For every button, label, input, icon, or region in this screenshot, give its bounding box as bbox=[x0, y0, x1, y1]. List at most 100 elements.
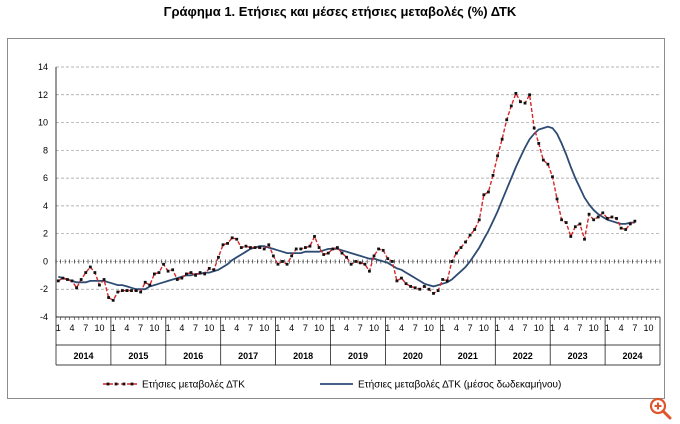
x-tick-label: 1 bbox=[330, 323, 335, 333]
data-point bbox=[70, 279, 74, 283]
data-point bbox=[505, 118, 509, 122]
data-point bbox=[285, 262, 289, 266]
x-tick-label: 10 bbox=[369, 323, 379, 333]
data-point bbox=[130, 289, 133, 293]
data-point bbox=[496, 154, 499, 158]
data-point bbox=[628, 222, 632, 226]
data-point bbox=[619, 226, 623, 230]
data-point bbox=[162, 262, 165, 266]
data-point bbox=[345, 255, 348, 259]
data-point bbox=[564, 221, 568, 224]
data-point bbox=[212, 268, 216, 272]
year-label: 2015 bbox=[128, 351, 148, 361]
data-point bbox=[244, 244, 248, 248]
x-tick-label: 10 bbox=[204, 323, 214, 333]
data-point bbox=[610, 215, 614, 219]
data-point bbox=[262, 247, 266, 251]
data-point bbox=[432, 291, 435, 295]
data-point bbox=[468, 233, 472, 237]
chart-frame: -4 -2 0 2 4 6 8 10 12 14 1 4 7 10 1 4 7 10 1 4 7 10 1 4 7 10 1 4 7 10… bbox=[7, 38, 665, 399]
legend-average-label: Ετήσιες μεταβολές ΔΤΚ (μέσος δωδεκαμήνου… bbox=[358, 379, 561, 391]
legend-marker bbox=[114, 382, 118, 386]
data-point bbox=[578, 222, 582, 226]
data-point bbox=[395, 279, 399, 283]
x-tick-label: 7 bbox=[303, 323, 308, 333]
data-point bbox=[120, 289, 124, 293]
data-point bbox=[349, 262, 353, 266]
x-tick-label: 7 bbox=[138, 323, 143, 333]
data-point bbox=[166, 269, 170, 273]
data-point bbox=[326, 251, 330, 255]
data-point bbox=[313, 235, 316, 238]
data-point bbox=[445, 279, 449, 283]
data-point bbox=[358, 261, 362, 265]
data-point bbox=[221, 243, 225, 247]
data-point bbox=[139, 290, 143, 294]
data-point bbox=[175, 278, 179, 281]
data-point bbox=[537, 141, 541, 145]
data-point bbox=[422, 285, 426, 288]
data-point bbox=[491, 173, 495, 177]
data-point bbox=[230, 236, 234, 240]
y-tick-label: 6 bbox=[43, 173, 48, 183]
data-point bbox=[317, 246, 321, 249]
data-point bbox=[587, 212, 591, 216]
data-point bbox=[294, 247, 298, 251]
data-point bbox=[66, 278, 69, 281]
x-tick-label: 4 bbox=[179, 323, 184, 333]
data-point bbox=[569, 235, 573, 238]
data-point bbox=[134, 289, 138, 293]
data-point bbox=[509, 104, 513, 108]
year-label: 2016 bbox=[183, 351, 203, 361]
x-tick-label: 7 bbox=[83, 323, 88, 333]
x-tick-label: 10 bbox=[314, 323, 324, 333]
x-tick-label: 10 bbox=[479, 323, 489, 333]
data-point bbox=[386, 257, 390, 261]
data-point bbox=[189, 271, 193, 274]
data-point bbox=[409, 285, 413, 288]
data-point bbox=[605, 216, 609, 220]
year-label: 2018 bbox=[293, 351, 313, 361]
x-tick-label: 10 bbox=[424, 323, 434, 333]
data-point bbox=[377, 247, 380, 251]
legend-marker bbox=[122, 382, 126, 386]
data-point bbox=[601, 211, 605, 215]
x-tick-label: 4 bbox=[70, 323, 75, 333]
x-tick-label: 1 bbox=[111, 323, 116, 333]
x-tick-label: 7 bbox=[577, 323, 582, 333]
legend-marker bbox=[106, 382, 110, 386]
x-tick-label: 1 bbox=[166, 323, 171, 333]
year-label: 2017 bbox=[238, 351, 258, 361]
data-point bbox=[418, 287, 422, 291]
data-point bbox=[551, 175, 554, 179]
x-tick-label: 1 bbox=[275, 323, 280, 333]
x-tick-label: 1 bbox=[385, 323, 390, 333]
x-tick-label: 7 bbox=[523, 323, 528, 333]
data-point bbox=[331, 247, 335, 251]
y-tick-label: -2 bbox=[40, 284, 48, 294]
data-point bbox=[217, 255, 220, 259]
zoom-in-icon[interactable] bbox=[648, 396, 674, 420]
data-point bbox=[235, 237, 239, 241]
y-tick-label: 14 bbox=[38, 62, 48, 72]
year-label: 2024 bbox=[623, 351, 643, 361]
data-point bbox=[336, 246, 339, 249]
data-point bbox=[303, 246, 307, 249]
data-point bbox=[290, 254, 294, 258]
data-point bbox=[299, 247, 303, 251]
data-point bbox=[107, 296, 111, 299]
data-point bbox=[226, 241, 229, 245]
data-point bbox=[615, 216, 618, 220]
data-point bbox=[459, 246, 463, 249]
data-point bbox=[482, 193, 486, 197]
data-point bbox=[454, 251, 458, 255]
data-point bbox=[180, 276, 184, 280]
x-tick-label: 1 bbox=[605, 323, 610, 333]
data-point bbox=[473, 228, 477, 231]
data-point bbox=[596, 215, 600, 219]
data-point bbox=[560, 218, 564, 222]
data-point bbox=[633, 219, 637, 223]
data-point bbox=[267, 243, 271, 247]
x-tick-label: 7 bbox=[358, 323, 363, 333]
x-tick-label: 1 bbox=[495, 323, 500, 333]
